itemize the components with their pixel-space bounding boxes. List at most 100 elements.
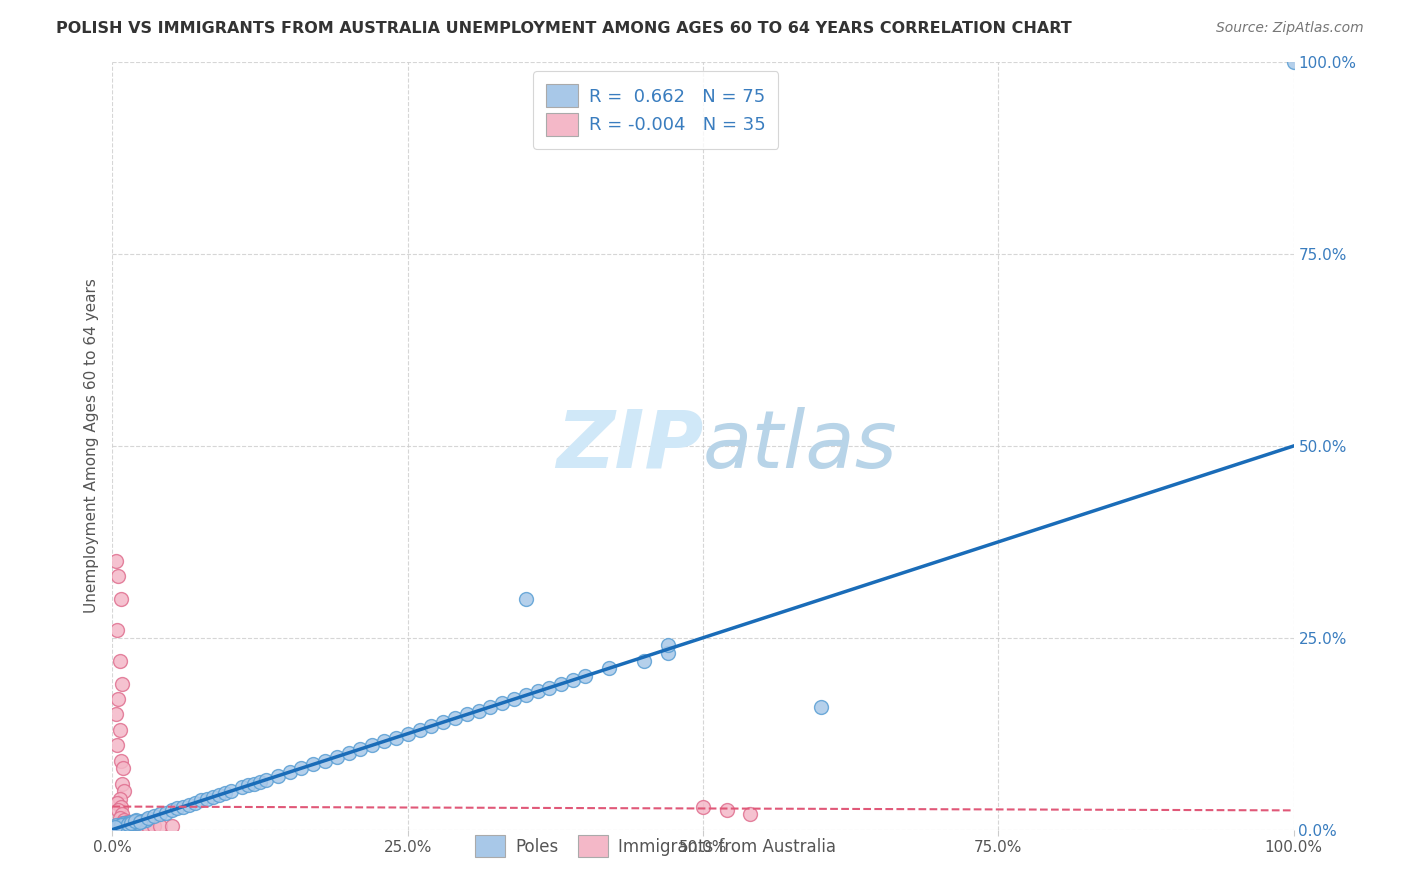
Point xyxy=(110,818,132,832)
Point xyxy=(110,592,132,607)
Point xyxy=(657,646,679,660)
Point xyxy=(149,820,172,834)
Point xyxy=(195,792,218,806)
Point xyxy=(633,654,655,668)
Point xyxy=(201,790,224,805)
Point xyxy=(105,820,128,834)
Point xyxy=(111,807,134,822)
Point xyxy=(105,796,128,810)
Point xyxy=(105,707,128,722)
Point xyxy=(160,804,183,818)
Point xyxy=(105,819,128,833)
Point xyxy=(267,769,290,783)
Y-axis label: Unemployment Among Ages 60 to 64 years: Unemployment Among Ages 60 to 64 years xyxy=(84,278,100,614)
Point xyxy=(692,799,714,814)
Point xyxy=(149,807,172,822)
Point xyxy=(107,820,129,834)
Point xyxy=(219,784,242,798)
Point xyxy=(112,819,135,833)
Point xyxy=(657,639,679,653)
Point xyxy=(111,816,134,830)
Point xyxy=(142,809,165,823)
Point xyxy=(114,817,136,831)
Point xyxy=(108,723,131,737)
Point xyxy=(112,784,135,798)
Point xyxy=(249,775,271,789)
Point xyxy=(740,807,762,822)
Point xyxy=(467,704,489,718)
Point xyxy=(107,804,129,818)
Point xyxy=(160,820,183,834)
Text: POLISH VS IMMIGRANTS FROM AUSTRALIA UNEMPLOYMENT AMONG AGES 60 TO 64 YEARS CORRE: POLISH VS IMMIGRANTS FROM AUSTRALIA UNEM… xyxy=(56,21,1071,36)
Point xyxy=(1282,55,1305,70)
Point xyxy=(111,677,134,691)
Point xyxy=(526,684,548,698)
Point xyxy=(110,799,132,814)
Point xyxy=(574,669,596,683)
Point xyxy=(420,719,443,733)
Point xyxy=(124,814,146,829)
Point xyxy=(110,754,132,768)
Point xyxy=(107,692,129,706)
Point xyxy=(120,815,142,830)
Point xyxy=(111,776,134,790)
Point xyxy=(108,820,131,834)
Point xyxy=(111,820,134,834)
Point xyxy=(491,696,513,710)
Point xyxy=(105,554,128,568)
Point xyxy=(112,814,135,828)
Point xyxy=(127,815,149,830)
Point xyxy=(562,673,585,687)
Point xyxy=(208,788,231,802)
Point xyxy=(172,799,194,814)
Point xyxy=(337,746,360,760)
Point xyxy=(105,738,128,752)
Point xyxy=(136,819,159,833)
Point xyxy=(408,723,430,737)
Point xyxy=(515,689,537,703)
Point xyxy=(112,761,135,775)
Point xyxy=(349,742,371,756)
Point xyxy=(179,797,201,812)
Text: atlas: atlas xyxy=(703,407,898,485)
Point xyxy=(108,811,131,825)
Point xyxy=(112,816,135,830)
Point xyxy=(538,681,561,695)
Point xyxy=(326,749,349,764)
Point xyxy=(190,793,212,807)
Point xyxy=(503,692,526,706)
Point xyxy=(550,677,572,691)
Point xyxy=(238,778,260,792)
Point xyxy=(373,734,395,748)
Point xyxy=(117,817,139,831)
Point xyxy=(214,786,236,800)
Point xyxy=(598,661,620,675)
Point xyxy=(278,765,301,780)
Text: Source: ZipAtlas.com: Source: ZipAtlas.com xyxy=(1216,21,1364,35)
Point xyxy=(125,814,148,828)
Point xyxy=(155,805,177,820)
Point xyxy=(243,776,266,790)
Point xyxy=(122,816,145,830)
Point xyxy=(254,772,277,787)
Point xyxy=(120,814,142,829)
Point xyxy=(128,814,150,829)
Point xyxy=(104,820,127,834)
Point xyxy=(108,792,131,806)
Point xyxy=(361,738,384,752)
Point xyxy=(142,819,165,833)
Point xyxy=(135,813,157,827)
Point xyxy=(166,801,188,815)
Point xyxy=(131,818,153,832)
Point xyxy=(108,654,131,668)
Point xyxy=(479,699,502,714)
Point xyxy=(136,811,159,825)
Point xyxy=(456,707,478,722)
Point xyxy=(314,754,336,768)
Point xyxy=(131,814,153,829)
Point xyxy=(290,761,312,775)
Point xyxy=(115,814,138,829)
Point xyxy=(810,699,832,714)
Point xyxy=(105,818,128,832)
Legend: Poles, Immigrants from Australia: Poles, Immigrants from Australia xyxy=(468,829,844,863)
